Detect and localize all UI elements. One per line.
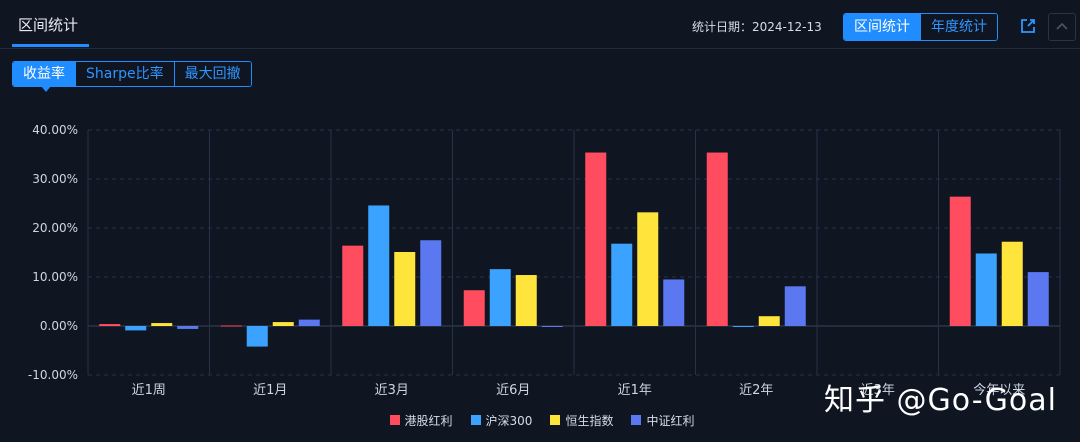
bar bbox=[368, 205, 390, 326]
mode-annual-button[interactable]: 年度统计 bbox=[920, 14, 997, 40]
stat-date: 统计日期：2024-12-13 bbox=[692, 18, 822, 35]
y-tick-label: 0.00% bbox=[40, 319, 78, 333]
bar bbox=[420, 240, 442, 326]
legend-swatch bbox=[550, 415, 561, 425]
legend-item[interactable]: 沪深300 bbox=[467, 410, 533, 430]
bar bbox=[637, 212, 659, 326]
bar bbox=[463, 290, 485, 326]
bar bbox=[125, 326, 147, 331]
metric-tab-max-drawdown[interactable]: 最大回撤 bbox=[173, 62, 251, 86]
bar bbox=[151, 323, 173, 326]
legend-label: 中证红利 bbox=[646, 413, 695, 428]
bar bbox=[1001, 241, 1023, 326]
bar bbox=[220, 325, 242, 327]
metric-tab-return[interactable]: 收益率 bbox=[13, 62, 75, 86]
stat-date-value: 2024-12-13 bbox=[752, 20, 822, 34]
bar bbox=[298, 319, 320, 326]
bar bbox=[706, 152, 728, 326]
active-tab-caret bbox=[41, 86, 51, 92]
legend-item[interactable]: 中证红利 bbox=[627, 410, 694, 430]
bar bbox=[541, 326, 563, 327]
stat-mode-toggle: 区间统计 年度统计 bbox=[843, 13, 998, 41]
x-tick-label: 近3年 bbox=[861, 383, 895, 398]
legend-label: 沪深300 bbox=[485, 413, 533, 428]
bar bbox=[732, 326, 754, 327]
y-tick-label: 20.00% bbox=[32, 221, 78, 235]
grid-layer bbox=[87, 129, 1061, 376]
x-tick-label: 近3月 bbox=[375, 383, 409, 398]
tab-interval-stats[interactable]: 区间统计 bbox=[18, 16, 79, 34]
legend-swatch bbox=[470, 415, 481, 425]
bar bbox=[99, 324, 121, 326]
bar bbox=[949, 196, 971, 326]
y-tick-label: -10.00% bbox=[28, 368, 78, 382]
bar bbox=[394, 252, 416, 326]
x-tick-label: 今年以来 bbox=[973, 382, 1025, 398]
bar bbox=[784, 286, 806, 326]
x-tick-label: 近1年 bbox=[618, 383, 652, 398]
bar bbox=[611, 243, 633, 326]
bar bbox=[758, 316, 780, 326]
bar bbox=[177, 326, 199, 329]
watermark: 知乎 @Go-Goal bbox=[824, 383, 1057, 418]
chart-legend: 港股红利 沪深300 恒生指数 中证红利 bbox=[0, 410, 1080, 430]
x-tick-label: 近1月 bbox=[253, 383, 287, 398]
bar bbox=[1027, 272, 1049, 326]
bar bbox=[272, 322, 294, 326]
legend-label: 港股红利 bbox=[404, 413, 453, 428]
legend-label: 恒生指数 bbox=[565, 413, 614, 428]
x-tick-label: 近1周 bbox=[132, 383, 166, 398]
bar bbox=[342, 245, 364, 326]
mode-interval-button[interactable]: 区间统计 bbox=[844, 14, 920, 40]
bar bbox=[515, 275, 537, 326]
y-tick-label: 40.00% bbox=[32, 123, 78, 137]
label-layer: -10.00% 0.00% 10.00% 20.00% 30.00% 40.00% 近1周 近… bbox=[28, 123, 1025, 398]
bar-layer bbox=[99, 152, 1049, 347]
x-tick-label: 近6月 bbox=[496, 383, 530, 398]
x-tick-label: 近2年 bbox=[739, 383, 773, 398]
bar-chart: -10.00% 0.00% 10.00% 20.00% 30.00% 40.00% 近1周 近… bbox=[28, 123, 1061, 398]
bar bbox=[663, 279, 685, 326]
metric-tab-sharpe[interactable]: Sharpe比率 bbox=[75, 62, 174, 86]
legend-item[interactable]: 恒生指数 bbox=[546, 410, 613, 430]
bar bbox=[585, 152, 607, 326]
share-export-icon[interactable] bbox=[1015, 13, 1041, 39]
chevron-up-icon[interactable] bbox=[1048, 13, 1076, 41]
legend-swatch bbox=[389, 415, 400, 425]
bar bbox=[975, 253, 997, 326]
header-bar: 区间统计 统计日期：2024-12-13 区间统计 年度统计 bbox=[0, 0, 1080, 49]
bar bbox=[489, 269, 511, 326]
legend-item[interactable]: 港股红利 bbox=[386, 410, 453, 430]
stat-date-label: 统计日期： bbox=[692, 20, 753, 34]
legend-swatch bbox=[631, 415, 642, 425]
metric-tabs: 收益率 Sharpe比率 最大回撤 bbox=[12, 61, 252, 87]
y-tick-label: 30.00% bbox=[32, 172, 78, 186]
active-tab-underline bbox=[12, 44, 89, 47]
bar bbox=[246, 326, 268, 347]
y-tick-label: 10.00% bbox=[32, 270, 78, 284]
